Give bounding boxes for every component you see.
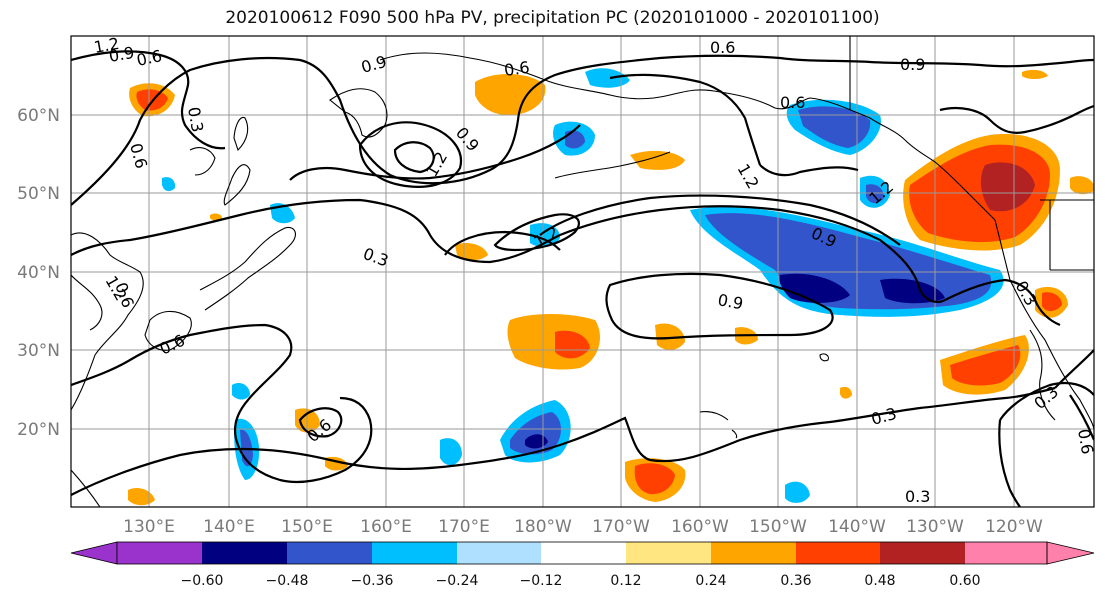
map-content: 1.2 0.9 0.6 0.9 0.6 0.6 0.9 0.3 0.6 0.9 … xyxy=(71,34,1097,507)
contour-label: 0.9 xyxy=(107,43,135,66)
lon-label: 170°W xyxy=(592,517,650,537)
contour-label: 0.6 xyxy=(710,38,735,57)
lon-label: 130°W xyxy=(906,517,964,537)
latitude-axis: 60°N 50°N 40°N 30°N 20°N xyxy=(17,106,60,440)
lat-label: 30°N xyxy=(17,341,60,361)
contour-label: 0.6 xyxy=(503,58,531,80)
colorbar-segment xyxy=(711,542,796,564)
colorbar-tick-label: −0.36 xyxy=(351,573,394,589)
colorbar: −0.60 −0.48 −0.36 −0.24 −0.12 0.12 0.24 … xyxy=(70,541,1095,589)
lon-label: 140°E xyxy=(203,517,255,537)
lat-label: 40°N xyxy=(17,263,60,283)
contour-label: 1.2 xyxy=(92,34,120,57)
colorbar-segment xyxy=(457,542,541,564)
colorbar-segment xyxy=(541,542,626,564)
colorbar-tick-label: 0.12 xyxy=(610,573,641,589)
colorbar-tick-label: 0.24 xyxy=(695,573,726,589)
colorbar-end-low xyxy=(70,541,118,565)
contour-label: 0.6 xyxy=(1074,427,1097,455)
lon-label: 180°W xyxy=(514,517,572,537)
lat-label: 20°N xyxy=(17,420,60,440)
colorbar-segment xyxy=(796,542,880,564)
pv-contours xyxy=(71,50,1094,507)
lon-label: 150°W xyxy=(749,517,807,537)
colorbar-frame xyxy=(116,541,1048,565)
map-gridlines xyxy=(71,36,1094,507)
colorbar-segment xyxy=(626,542,711,564)
contour-label: 0.9 xyxy=(900,55,925,74)
lon-label: 160°W xyxy=(671,517,729,537)
longitude-axis: 130°E 140°E 150°E 160°E 170°E 180°W 170°… xyxy=(123,517,1043,537)
coastlines xyxy=(71,36,1094,507)
contour-label: 0.3 xyxy=(184,105,207,133)
colorbar-tick-label: −0.60 xyxy=(181,573,224,589)
colorbar-segment xyxy=(880,542,965,564)
lat-label: 50°N xyxy=(17,184,60,204)
colorbar-tick-label: 0.60 xyxy=(949,573,980,589)
colorbar-segment xyxy=(372,542,457,564)
colorbar-tick-label: 0.48 xyxy=(864,573,895,589)
lon-label: 160°E xyxy=(360,517,412,537)
colorbar-tick-label: −0.12 xyxy=(520,573,563,589)
colorbar-tick-label: 0.36 xyxy=(780,573,811,589)
precip-positive-shading xyxy=(128,69,1094,506)
lon-label: 150°E xyxy=(281,517,333,537)
lat-label: 60°N xyxy=(17,106,60,126)
contour-label: 0.9 xyxy=(716,290,744,313)
lon-label: 140°W xyxy=(828,517,886,537)
lon-label: 170°E xyxy=(438,517,490,537)
colorbar-segment xyxy=(287,542,372,564)
map-title: 2020100612 F090 500 hPa PV, precipitatio… xyxy=(225,8,880,28)
contour-label: 0.6 xyxy=(780,93,805,112)
contour-label: 0.6 xyxy=(135,46,164,70)
colorbar-tick-label: −0.48 xyxy=(266,573,309,589)
colorbar-end-high xyxy=(1046,541,1095,565)
colorbar-segment xyxy=(965,542,1047,564)
contour-label: 0.3 xyxy=(905,487,930,506)
colorbar-segment xyxy=(202,542,287,564)
colorbar-tick-label: −0.24 xyxy=(436,573,479,589)
lon-label: 130°E xyxy=(123,517,175,537)
colorbar-segment xyxy=(117,542,202,564)
lon-label: 120°W xyxy=(985,517,1043,537)
map-border xyxy=(70,35,1095,508)
